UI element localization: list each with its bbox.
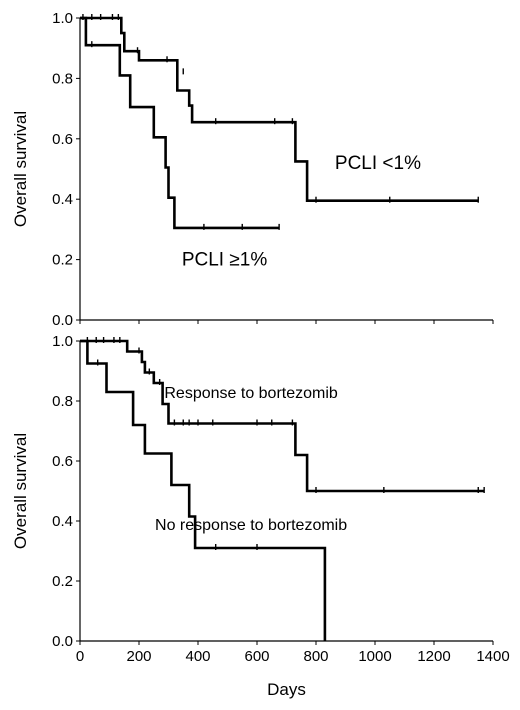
y-tick-label: 0.6 xyxy=(52,131,73,148)
y-tick-label: 0.4 xyxy=(52,513,73,530)
survival-curve-pcli-1 xyxy=(80,16,479,202)
curve-label-pcli-1: PCLI <1% xyxy=(335,153,421,174)
curve-label-no-response-to-bortezomib: No response to bortezomib xyxy=(155,517,347,534)
x-tick-label: 200 xyxy=(126,648,151,665)
y-tick-label: 0.8 xyxy=(52,393,73,410)
panel-1: 0.0 0.2 0.4 0.6 0.8 1.0 Overall survival PCLI <… xyxy=(11,10,494,329)
y-tick-label: 0.2 xyxy=(52,573,73,590)
curve-label-pcli-1: PCLI ≥1% xyxy=(182,250,268,271)
x-tick-label: 1400 xyxy=(476,648,509,665)
y-tick-label: 0.0 xyxy=(52,633,73,650)
y-tick-label: 1.0 xyxy=(52,333,73,350)
y-tick-label: 0.0 xyxy=(52,312,73,329)
x-tick-label: 0 xyxy=(76,648,84,665)
curve-label-response-to-bortezomib: Response to bortezomib xyxy=(164,385,338,402)
x-tick-label: 400 xyxy=(185,648,210,665)
y-tick-label: 0.4 xyxy=(52,191,73,208)
x-tick-label: 1200 xyxy=(417,648,450,665)
panel-2: 0.0 0.2 0.4 0.6 0.8 1.0 0 200 400 600 800 1000 1200 1… xyxy=(11,333,510,699)
y-tick-label: 0.8 xyxy=(52,70,73,87)
survival-curve-pcli-1 xyxy=(80,16,280,230)
x-tick-label: 600 xyxy=(244,648,269,665)
x-tick-label: 1000 xyxy=(358,648,391,665)
survival-curve-response-to-bortezomib xyxy=(80,339,485,493)
y-axis-title: Overall survival xyxy=(11,433,30,549)
y-tick-label: 0.6 xyxy=(52,453,73,470)
x-tick-label: 800 xyxy=(303,648,328,665)
y-tick-label: 1.0 xyxy=(52,10,73,27)
survival-curve-no-response-to-bortezomib xyxy=(80,339,327,641)
y-tick-label: 0.2 xyxy=(52,252,73,269)
x-axis-title: Days xyxy=(267,680,306,699)
y-axis-title: Overall survival xyxy=(11,111,30,227)
